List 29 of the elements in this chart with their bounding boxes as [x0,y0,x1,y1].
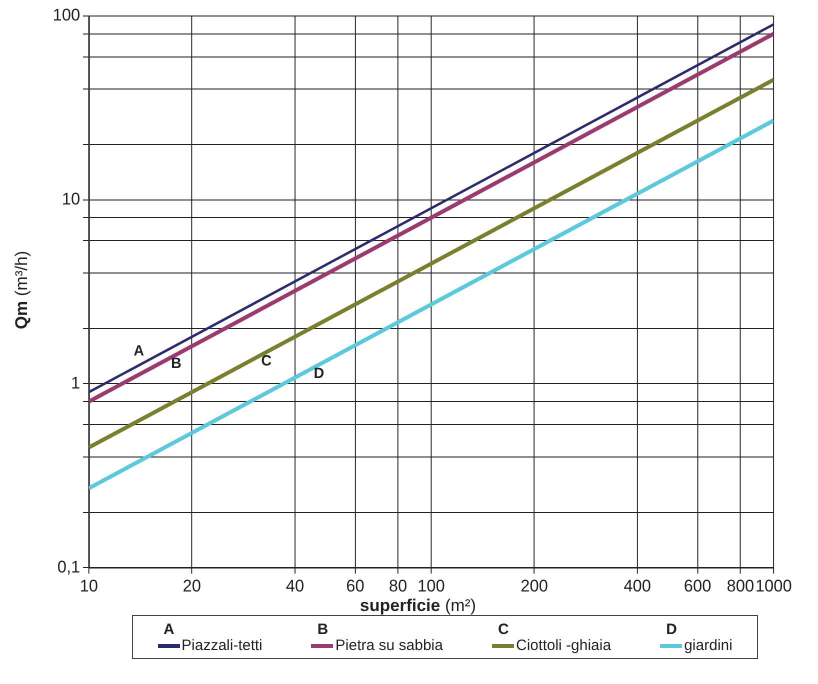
x-tick-label: 600 [684,576,712,596]
annotation: A [134,343,144,360]
legend-label: Pietra su sabbia [335,637,443,654]
annotation: C [261,353,272,370]
x-tick-label: 100 [418,576,445,596]
x-tick-label: 60 [346,576,364,596]
legend-label: Ciottoli -ghiaia [516,637,612,654]
y-tick-label: 100 [52,5,80,25]
x-tick-label: 1000 [755,576,792,596]
y-axis-title: Qm (m³/h) [12,250,31,330]
x-axis-title: superficie (m²) [360,596,476,615]
x-tick-label: 80 [388,576,408,596]
legend-label: giardini [684,637,732,654]
text: B [317,621,328,638]
x-tick-label: 800 [726,576,754,596]
annotation: B [171,356,182,372]
text: A [164,621,174,638]
x-tick-label: 40 [286,576,304,596]
y-tick-label: 10 [62,189,80,209]
y-tick-label: 0,1 [57,557,80,576]
text: C [498,621,509,638]
x-tick-label: 200 [520,576,548,596]
y-tick-label: 1 [71,373,80,392]
x-tick-label: 10 [80,576,98,596]
legend-label: Piazzali-tetti [182,637,262,654]
text: D [666,621,677,638]
x-tick-label: 20 [182,576,202,596]
x-tick-label: 400 [624,576,652,596]
annotation: D [314,366,325,382]
